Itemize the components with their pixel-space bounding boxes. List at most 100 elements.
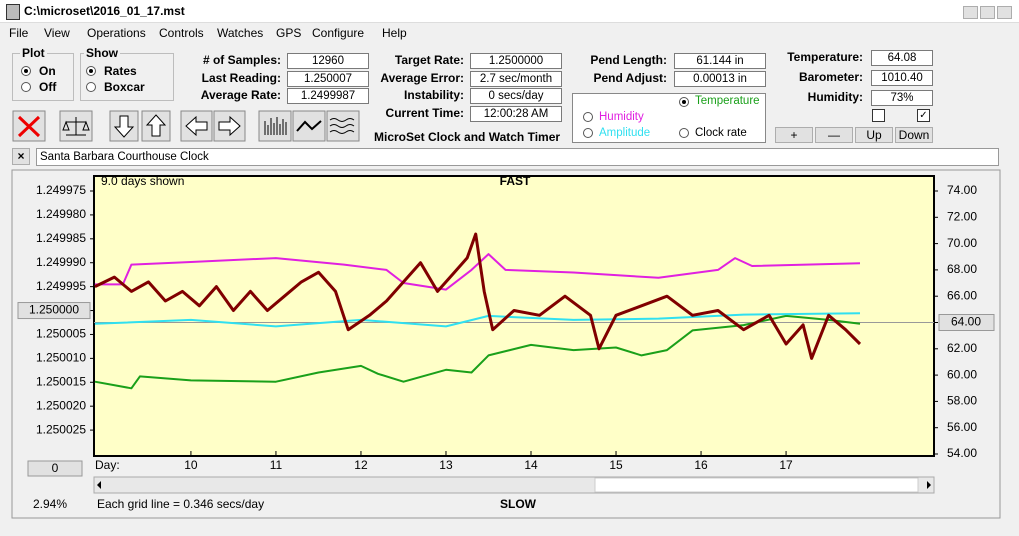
field-label: Last Reading: [201, 70, 281, 85]
scroll-thumb[interactable] [594, 477, 919, 493]
icon [113, 115, 135, 138]
radio-label[interactable]: Rates [104, 64, 137, 78]
y2-tick-label: 54.00 [947, 446, 977, 460]
field-value[interactable]: 1010.40 [871, 70, 933, 86]
series-line [94, 312, 861, 328]
window-title: C:\microset\2016_01_17.mst [24, 4, 185, 18]
y-tick-label: 1.250005 [36, 327, 86, 341]
menu-item[interactable]: File [9, 26, 29, 40]
grid-note: Each grid line = 0.346 secs/day [97, 497, 264, 511]
center-value-button[interactable] [17, 302, 91, 320]
checkbox[interactable] [872, 109, 885, 122]
field-value[interactable]: 73% [871, 90, 933, 106]
checkbox[interactable]: ✓ [917, 109, 930, 122]
radio-label[interactable]: Boxcar [104, 80, 145, 94]
y2-tick-label: 70.00 [947, 236, 977, 250]
span-label: 9.0 days shown [101, 174, 184, 188]
icon [296, 120, 322, 132]
legend-label[interactable]: Clock rate [695, 127, 747, 139]
y2-tick-label: 56.00 [947, 420, 977, 434]
field-label: Instability: [403, 88, 464, 102]
adjust-button[interactable]: + [775, 127, 813, 143]
adjust-button[interactable]: — [815, 127, 853, 143]
radio[interactable] [21, 66, 31, 76]
adjust-button[interactable]: Down [895, 127, 933, 143]
menu-item[interactable]: Controls [159, 26, 204, 40]
legend-label[interactable]: Temperature [695, 95, 760, 107]
maximize-button[interactable] [980, 6, 995, 19]
field-value[interactable]: 12960 [287, 53, 369, 69]
y-tick-label: 1.250025 [36, 422, 86, 436]
legend-label[interactable]: Humidity [599, 111, 644, 123]
app-icon [6, 4, 20, 20]
y2-tick-label: 66.00 [947, 288, 977, 302]
field-label: Target Rate: [394, 53, 464, 67]
field-value[interactable]: 1.2500000 [470, 53, 562, 69]
radio[interactable] [679, 128, 689, 138]
center-value-button[interactable] [938, 314, 995, 331]
field-value[interactable]: 2.7 sec/month [470, 70, 562, 87]
icon [264, 117, 287, 135]
y2-tick-label: 58.00 [947, 394, 977, 408]
menu-item[interactable]: GPS [276, 26, 302, 40]
menu-item[interactable]: Operations [87, 26, 146, 40]
legend-label[interactable]: Amplitude [599, 127, 651, 139]
field-label: Average Rate: [200, 88, 281, 102]
y-tick-label: 1.249990 [36, 255, 86, 269]
field-value[interactable]: 0.00013 in [674, 70, 766, 87]
menu-item[interactable]: Configure [312, 26, 365, 40]
y-tick-label: 1.249980 [36, 207, 86, 221]
show-group [80, 53, 174, 101]
icon [218, 115, 241, 137]
y-tick-label: 1.249975 [36, 183, 86, 197]
series-line [94, 314, 861, 390]
menu-item[interactable]: Help [382, 26, 407, 40]
histogram-button[interactable] [258, 110, 292, 142]
toolbar [12, 110, 360, 142]
radio[interactable] [86, 66, 96, 76]
icon [145, 114, 167, 137]
y-tick-label: 1.250020 [36, 398, 86, 412]
radio[interactable] [21, 82, 31, 92]
field-value[interactable]: 12:00:28 AM [470, 105, 562, 122]
y2-tick-label[interactable]: 64.00 [951, 315, 981, 329]
y2-tick-label: 74.00 [947, 183, 977, 197]
series-line [94, 253, 861, 291]
group-title: Show [84, 46, 120, 60]
x-tick-label: 16 [694, 458, 708, 472]
radio[interactable] [86, 82, 96, 92]
radio[interactable] [583, 128, 593, 138]
radio-label[interactable]: On [39, 64, 56, 78]
app-name: MicroSet Clock and Watch Timer [374, 130, 561, 144]
field-value[interactable]: 1.250007 [287, 70, 369, 87]
menu-item[interactable]: Watches [217, 26, 264, 40]
radio-label[interactable]: Off [39, 80, 57, 94]
field-label: Pend Adjust: [593, 70, 667, 85]
bottom-label: SLOW [500, 497, 537, 511]
field-label: Temperature: [787, 50, 863, 64]
chart-title: FAST [500, 174, 531, 188]
x-tick-label: 11 [270, 458, 283, 472]
offset-label[interactable]: 0 [52, 461, 59, 475]
radio[interactable] [583, 112, 593, 122]
y-tick-label: 1.250010 [36, 351, 86, 365]
field-value[interactable]: 1.2499987 [287, 88, 369, 104]
x-tick-label: 14 [524, 458, 538, 472]
scroll-percent: 2.94% [33, 497, 67, 511]
offset-button[interactable] [27, 460, 83, 477]
clock-name[interactable]: Santa Barbara Courthouse Clock [36, 148, 999, 166]
menu-item[interactable]: View [44, 26, 70, 40]
clear-name-button[interactable]: × [12, 148, 30, 165]
radio[interactable] [679, 97, 689, 107]
y-tick-label[interactable]: 1.250000 [29, 303, 79, 317]
close-button[interactable] [997, 6, 1012, 19]
field-value[interactable]: 0 secs/day [470, 88, 562, 104]
field-label: Current Time: [385, 105, 464, 120]
field-value[interactable]: 61.144 in [674, 53, 766, 69]
field-value[interactable]: 64.08 [871, 50, 933, 66]
minimize-button[interactable] [963, 6, 978, 19]
adjust-button[interactable]: Up [855, 127, 893, 143]
x-tick-label: 15 [609, 458, 623, 472]
x-axis-label: Day: [95, 458, 120, 472]
